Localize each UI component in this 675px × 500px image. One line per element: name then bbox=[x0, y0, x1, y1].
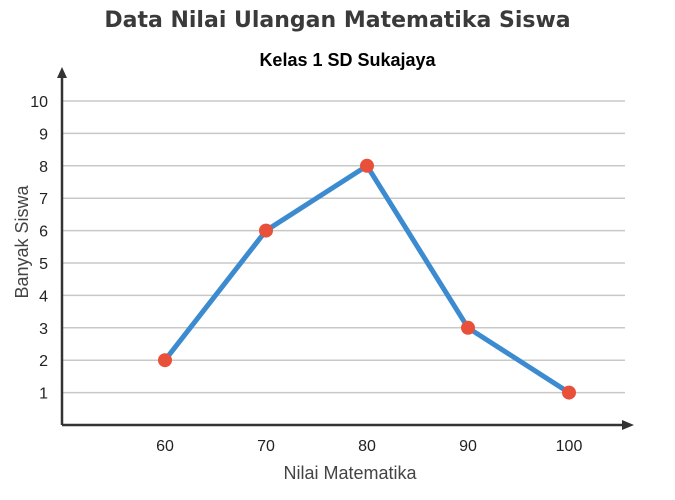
data-point-100 bbox=[562, 385, 576, 400]
y-tick-label-8: 8 bbox=[39, 159, 48, 176]
y-tick-label-10: 10 bbox=[30, 94, 48, 111]
x-tick-label-80: 80 bbox=[358, 438, 376, 455]
y-tick-label-4: 4 bbox=[39, 288, 48, 305]
data-point-80 bbox=[360, 158, 374, 173]
x-tick-label-70: 70 bbox=[257, 438, 275, 455]
axes bbox=[57, 67, 634, 430]
y-tick-label-5: 5 bbox=[39, 256, 48, 273]
series-line bbox=[162, 163, 572, 396]
y-tick-label-3: 3 bbox=[39, 321, 48, 338]
y-axis-arrow bbox=[57, 67, 67, 78]
chart-subtitle: Kelas 1 SD Sukajaya bbox=[259, 50, 436, 70]
data-point-60 bbox=[158, 353, 172, 368]
x-axis-arrow bbox=[622, 420, 634, 430]
x-tick-labels: 60 70 80 90 100 bbox=[156, 438, 582, 455]
data-point-70 bbox=[259, 223, 273, 238]
y-tick-label-1: 1 bbox=[39, 386, 48, 403]
x-axis-label: Nilai Matematika bbox=[283, 463, 417, 483]
y-axis-label: Banyak Siswa bbox=[12, 184, 32, 298]
x-tick-label-100: 100 bbox=[556, 438, 583, 455]
x-tick-label-90: 90 bbox=[459, 438, 477, 455]
y-tick-labels: 1 2 3 4 5 6 7 8 9 10 bbox=[30, 94, 48, 403]
y-tick-label-9: 9 bbox=[39, 126, 48, 143]
x-tick-label-60: 60 bbox=[156, 438, 174, 455]
chart-title: Data Nilai Ulangan Matematika Siswa bbox=[104, 8, 571, 33]
gridlines bbox=[62, 100, 625, 394]
y-tick-label-6: 6 bbox=[39, 224, 48, 241]
y-tick-label-2: 2 bbox=[39, 353, 48, 370]
series bbox=[158, 158, 576, 400]
y-tick-label-7: 7 bbox=[39, 191, 48, 208]
data-point-90 bbox=[461, 320, 475, 335]
